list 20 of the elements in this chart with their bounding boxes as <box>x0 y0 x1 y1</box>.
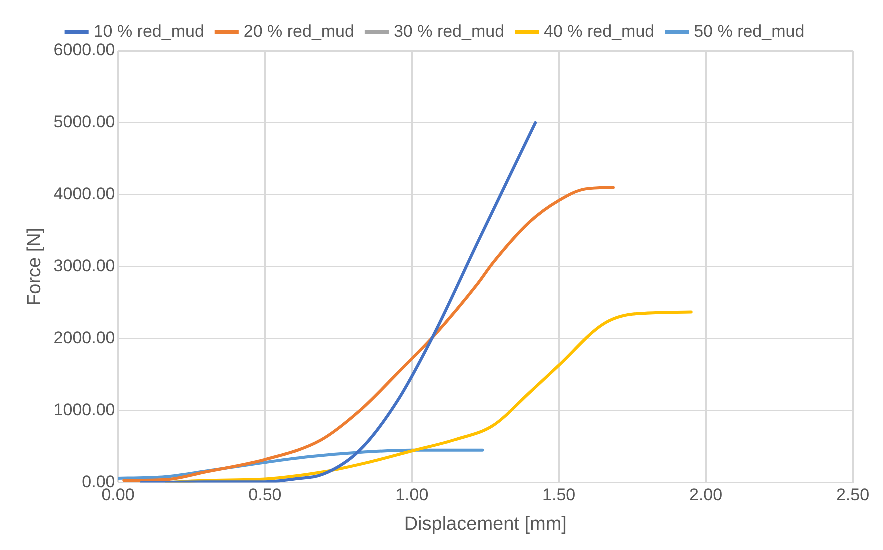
x-tick-label: 1.50 <box>542 486 576 505</box>
legend-label: 30 % red_mud <box>394 22 505 42</box>
legend-label: 20 % red_mud <box>244 22 354 42</box>
y-tick-label: 2000.00 <box>54 328 116 348</box>
line-series <box>122 186 615 482</box>
legend-label: 50 % red_mud <box>694 22 805 42</box>
y-axis-title: Force [N] <box>24 228 46 306</box>
line-series <box>140 121 538 483</box>
y-tick-label: 5000.00 <box>54 112 116 132</box>
y-tick-label: 4000.00 <box>54 184 116 204</box>
x-axis-title: Displacement [mm] <box>404 514 567 535</box>
y-tick-label: 3000.00 <box>54 256 116 276</box>
y-tick-label: 1000.00 <box>54 400 116 420</box>
legend-label: 40 % red_mud <box>544 22 655 42</box>
x-tick-label: 2.00 <box>690 486 723 505</box>
y-tick-label: 6000.00 <box>54 40 116 60</box>
legend-label: 10 % red_mud <box>94 22 204 42</box>
x-tick-label: 2.50 <box>836 486 870 505</box>
x-tick-label: 0.50 <box>248 486 282 505</box>
x-tick-label: 1.00 <box>396 486 429 505</box>
